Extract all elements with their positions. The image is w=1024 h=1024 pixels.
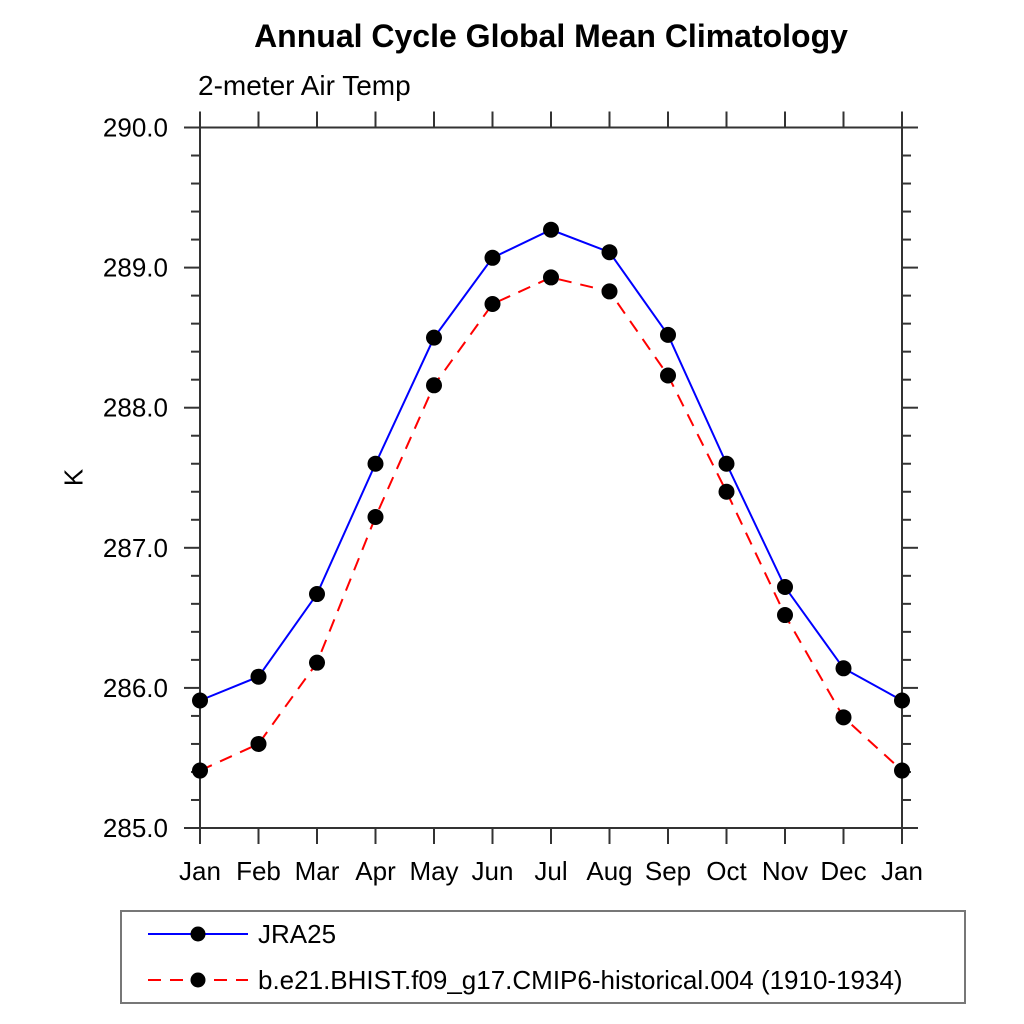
x-tick-label: Mar: [295, 856, 340, 886]
x-tick-label: Jul: [534, 856, 567, 886]
data-point-marker: [250, 668, 267, 685]
legend-box: JRA25 b.e21.BHIST.f09_g17.CMIP6-historic…: [120, 910, 966, 1004]
x-tick-label: Apr: [355, 856, 396, 886]
data-point-marker: [718, 483, 735, 500]
data-point-marker: [367, 508, 384, 525]
legend-dashed-line-marker-icon: [148, 972, 248, 988]
chart-subtitle: 2-meter Air Temp: [198, 70, 411, 101]
legend-label: JRA25: [258, 918, 337, 949]
data-point-marker: [660, 326, 676, 343]
data-point-marker: [777, 579, 793, 596]
data-point-marker: [192, 762, 208, 779]
y-tick-label: 286.0: [103, 673, 168, 703]
x-tick-label: Jan: [179, 856, 221, 886]
y-tick-label: 288.0: [103, 393, 168, 423]
data-point-marker: [894, 692, 910, 709]
data-point-marker: [543, 269, 559, 286]
y-tick-label: 285.0: [103, 813, 168, 843]
data-point-marker: [835, 660, 852, 677]
legend-item: b.e21.BHIST.f09_g17.CMIP6-historical.004…: [146, 959, 964, 1001]
series-line: [199, 276, 903, 772]
series-line: [199, 228, 903, 702]
x-tick-label: May: [409, 856, 458, 886]
y-tick-label: 290.0: [103, 113, 168, 143]
x-tick-label: Nov: [762, 856, 808, 886]
y-tick-label: 287.0: [103, 533, 168, 563]
data-point-marker: [484, 249, 501, 266]
data-point-marker: [660, 367, 676, 384]
x-tick-label: Aug: [586, 856, 632, 886]
data-point-marker: [543, 221, 559, 238]
data-point-marker: [777, 607, 793, 624]
data-point-marker: [484, 296, 501, 313]
data-point-marker: [601, 244, 618, 261]
data-point-marker: [309, 654, 325, 671]
data-point-marker: [835, 709, 852, 726]
x-tick-label: Jan: [881, 856, 923, 886]
chart-title: Annual Cycle Global Mean Climatology: [254, 18, 848, 54]
data-point-marker: [309, 586, 325, 603]
data-point-marker: [601, 283, 618, 300]
legend-label: b.e21.BHIST.f09_g17.CMIP6-historical.004…: [258, 964, 903, 995]
data-point-marker: [718, 455, 735, 472]
x-tick-label: Feb: [236, 856, 281, 886]
x-tick-label: Oct: [706, 856, 747, 886]
x-tick-label: Sep: [645, 856, 691, 886]
data-point-marker: [426, 377, 442, 394]
data-point-marker: [894, 762, 910, 779]
y-tick-label: 289.0: [103, 253, 168, 283]
legend-solid-line-marker-icon: [148, 926, 248, 942]
data-point-marker: [250, 735, 267, 752]
legend-item: JRA25: [146, 913, 964, 955]
data-point-marker: [367, 455, 384, 472]
data-point-marker: [192, 692, 208, 709]
x-tick-label: Jun: [472, 856, 514, 886]
data-point-marker: [426, 329, 442, 346]
x-tick-label: Dec: [820, 856, 866, 886]
